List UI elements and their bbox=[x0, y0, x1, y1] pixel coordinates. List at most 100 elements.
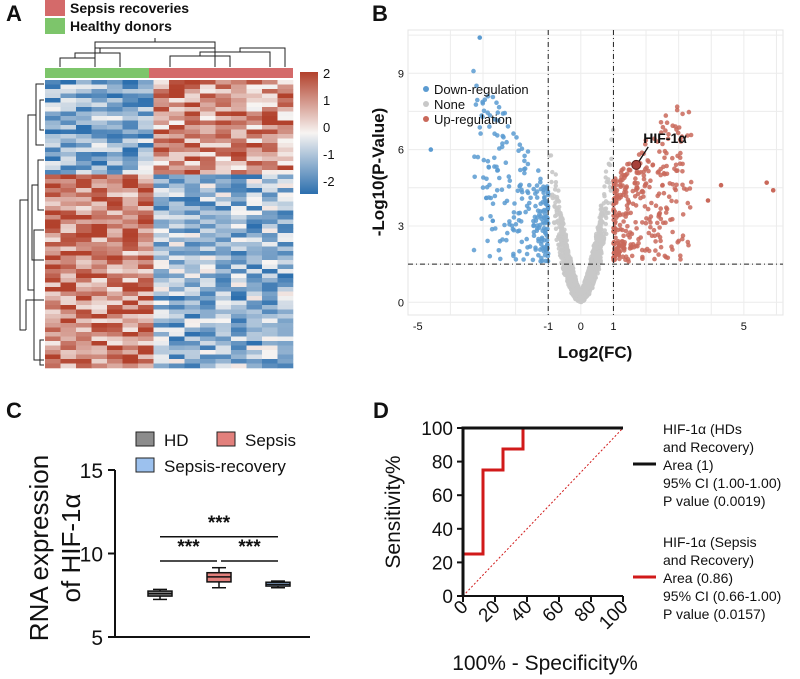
heatmap-cell bbox=[184, 206, 201, 211]
heatmap-cell bbox=[76, 215, 92, 220]
volcano-point-down bbox=[484, 176, 489, 182]
heatmap-cell bbox=[262, 80, 278, 85]
heatmap-cell bbox=[231, 224, 247, 229]
legend-swatch-sepsis-recoveries bbox=[45, 0, 65, 16]
volcano-point-up bbox=[646, 159, 651, 164]
heatmap-cell bbox=[277, 215, 294, 220]
heatmap-cell bbox=[262, 269, 278, 274]
heatmap-cell bbox=[107, 291, 123, 297]
heatmap-cell bbox=[60, 183, 77, 189]
volcano-point-none bbox=[601, 201, 606, 206]
volcano-point-down bbox=[504, 198, 510, 204]
heatmap-cell bbox=[153, 84, 170, 90]
heatmap-cell bbox=[215, 359, 232, 364]
hif1a-leader bbox=[638, 146, 649, 162]
heatmap-cell bbox=[45, 134, 61, 139]
heatmap-cell bbox=[262, 125, 278, 130]
heatmap-cell bbox=[246, 152, 263, 157]
heatmap-cell bbox=[107, 152, 123, 157]
heatmap-cell bbox=[76, 341, 92, 346]
heatmap-cell bbox=[246, 161, 263, 166]
heatmap-cell bbox=[215, 89, 232, 94]
heatmap-cell bbox=[91, 197, 108, 202]
heatmap-cell bbox=[169, 120, 185, 126]
column-dendrogram bbox=[59, 38, 286, 67]
heatmap-cell bbox=[246, 296, 263, 301]
heatmap-cell bbox=[169, 233, 185, 238]
heatmap-cell bbox=[107, 156, 123, 162]
heatmap-cell bbox=[60, 111, 77, 117]
heatmap-cell bbox=[60, 296, 77, 301]
heatmap-cell bbox=[200, 143, 216, 148]
volcano-point-down bbox=[513, 257, 519, 262]
heatmap-cell bbox=[138, 152, 154, 157]
colorbar-tick-label: 2 bbox=[323, 66, 330, 81]
volcano-point-down bbox=[538, 201, 543, 206]
heatmap-cell bbox=[122, 98, 139, 103]
heatmap-cell bbox=[262, 318, 278, 324]
colorbar-tick-label: 0 bbox=[323, 120, 330, 135]
heatmap-cell bbox=[122, 318, 139, 324]
heatmap-cell bbox=[122, 134, 139, 139]
heatmap-cell bbox=[231, 219, 247, 225]
heatmap-cell bbox=[169, 305, 185, 310]
volcano-point-up bbox=[632, 181, 637, 186]
volcano-point-up bbox=[642, 183, 648, 189]
volcano-point-up bbox=[627, 167, 632, 173]
heatmap-cell bbox=[262, 332, 278, 337]
heatmap-cell bbox=[215, 188, 232, 193]
heatmap-cell bbox=[262, 219, 278, 225]
heatmap-cell bbox=[184, 296, 201, 301]
heatmap-cell bbox=[60, 327, 77, 333]
heatmap-cell bbox=[262, 359, 278, 364]
volcano-point-down bbox=[544, 238, 550, 243]
volcano-point-down bbox=[499, 144, 505, 150]
heatmap-cell bbox=[45, 332, 61, 337]
volcano-point-up bbox=[677, 161, 683, 166]
volcano-point-up bbox=[623, 228, 629, 234]
volcano-point-up bbox=[641, 173, 647, 178]
heatmap-cell bbox=[184, 300, 201, 306]
heatmap-cell bbox=[60, 219, 77, 225]
heatmap-cell bbox=[215, 309, 232, 315]
heatmap-cell bbox=[200, 215, 216, 220]
heatmap-cell bbox=[246, 183, 263, 189]
volcano-point-up bbox=[658, 244, 664, 250]
heatmap-cell bbox=[262, 120, 278, 126]
heatmap-cell bbox=[169, 359, 185, 364]
heatmap-cell bbox=[107, 161, 123, 166]
heatmap-cell bbox=[138, 273, 154, 279]
heatmap-cell bbox=[231, 143, 247, 148]
heatmap-cell bbox=[107, 269, 123, 274]
heatmap-cell bbox=[107, 138, 123, 144]
volcano-point-up bbox=[663, 113, 669, 118]
heatmap-cell bbox=[215, 264, 232, 270]
heatmap-cell bbox=[122, 84, 139, 90]
heatmap-cell bbox=[215, 336, 232, 342]
heatmap-cell bbox=[122, 336, 139, 342]
box-y-label-line2: of HIF-1α bbox=[56, 494, 86, 603]
heatmap-cell bbox=[215, 147, 232, 153]
heatmap-cell bbox=[200, 120, 216, 126]
heatmap-cell bbox=[122, 237, 139, 243]
heatmap-cell bbox=[184, 183, 201, 189]
heatmap-cell bbox=[138, 215, 154, 220]
heatmap-cell bbox=[262, 287, 278, 292]
heatmap-cell bbox=[246, 260, 263, 265]
heatmap-cell bbox=[153, 152, 170, 157]
heatmap-cell bbox=[200, 354, 216, 360]
heatmap-cell bbox=[153, 147, 170, 153]
volcano-point-up bbox=[633, 176, 638, 181]
heatmap-cell bbox=[91, 237, 108, 243]
heatmap-cell bbox=[45, 291, 61, 297]
volcano-point-down bbox=[528, 195, 533, 201]
heatmap-cell bbox=[215, 318, 232, 324]
heatmap-cell bbox=[277, 228, 294, 234]
heatmap-cell bbox=[45, 183, 61, 189]
heatmap-cell bbox=[184, 219, 201, 225]
heatmap-cell bbox=[138, 174, 154, 180]
heatmap-cell bbox=[153, 107, 170, 112]
heatmap-cell bbox=[153, 264, 170, 270]
volcano-point-up bbox=[644, 216, 649, 221]
volcano-point-up bbox=[657, 225, 662, 230]
